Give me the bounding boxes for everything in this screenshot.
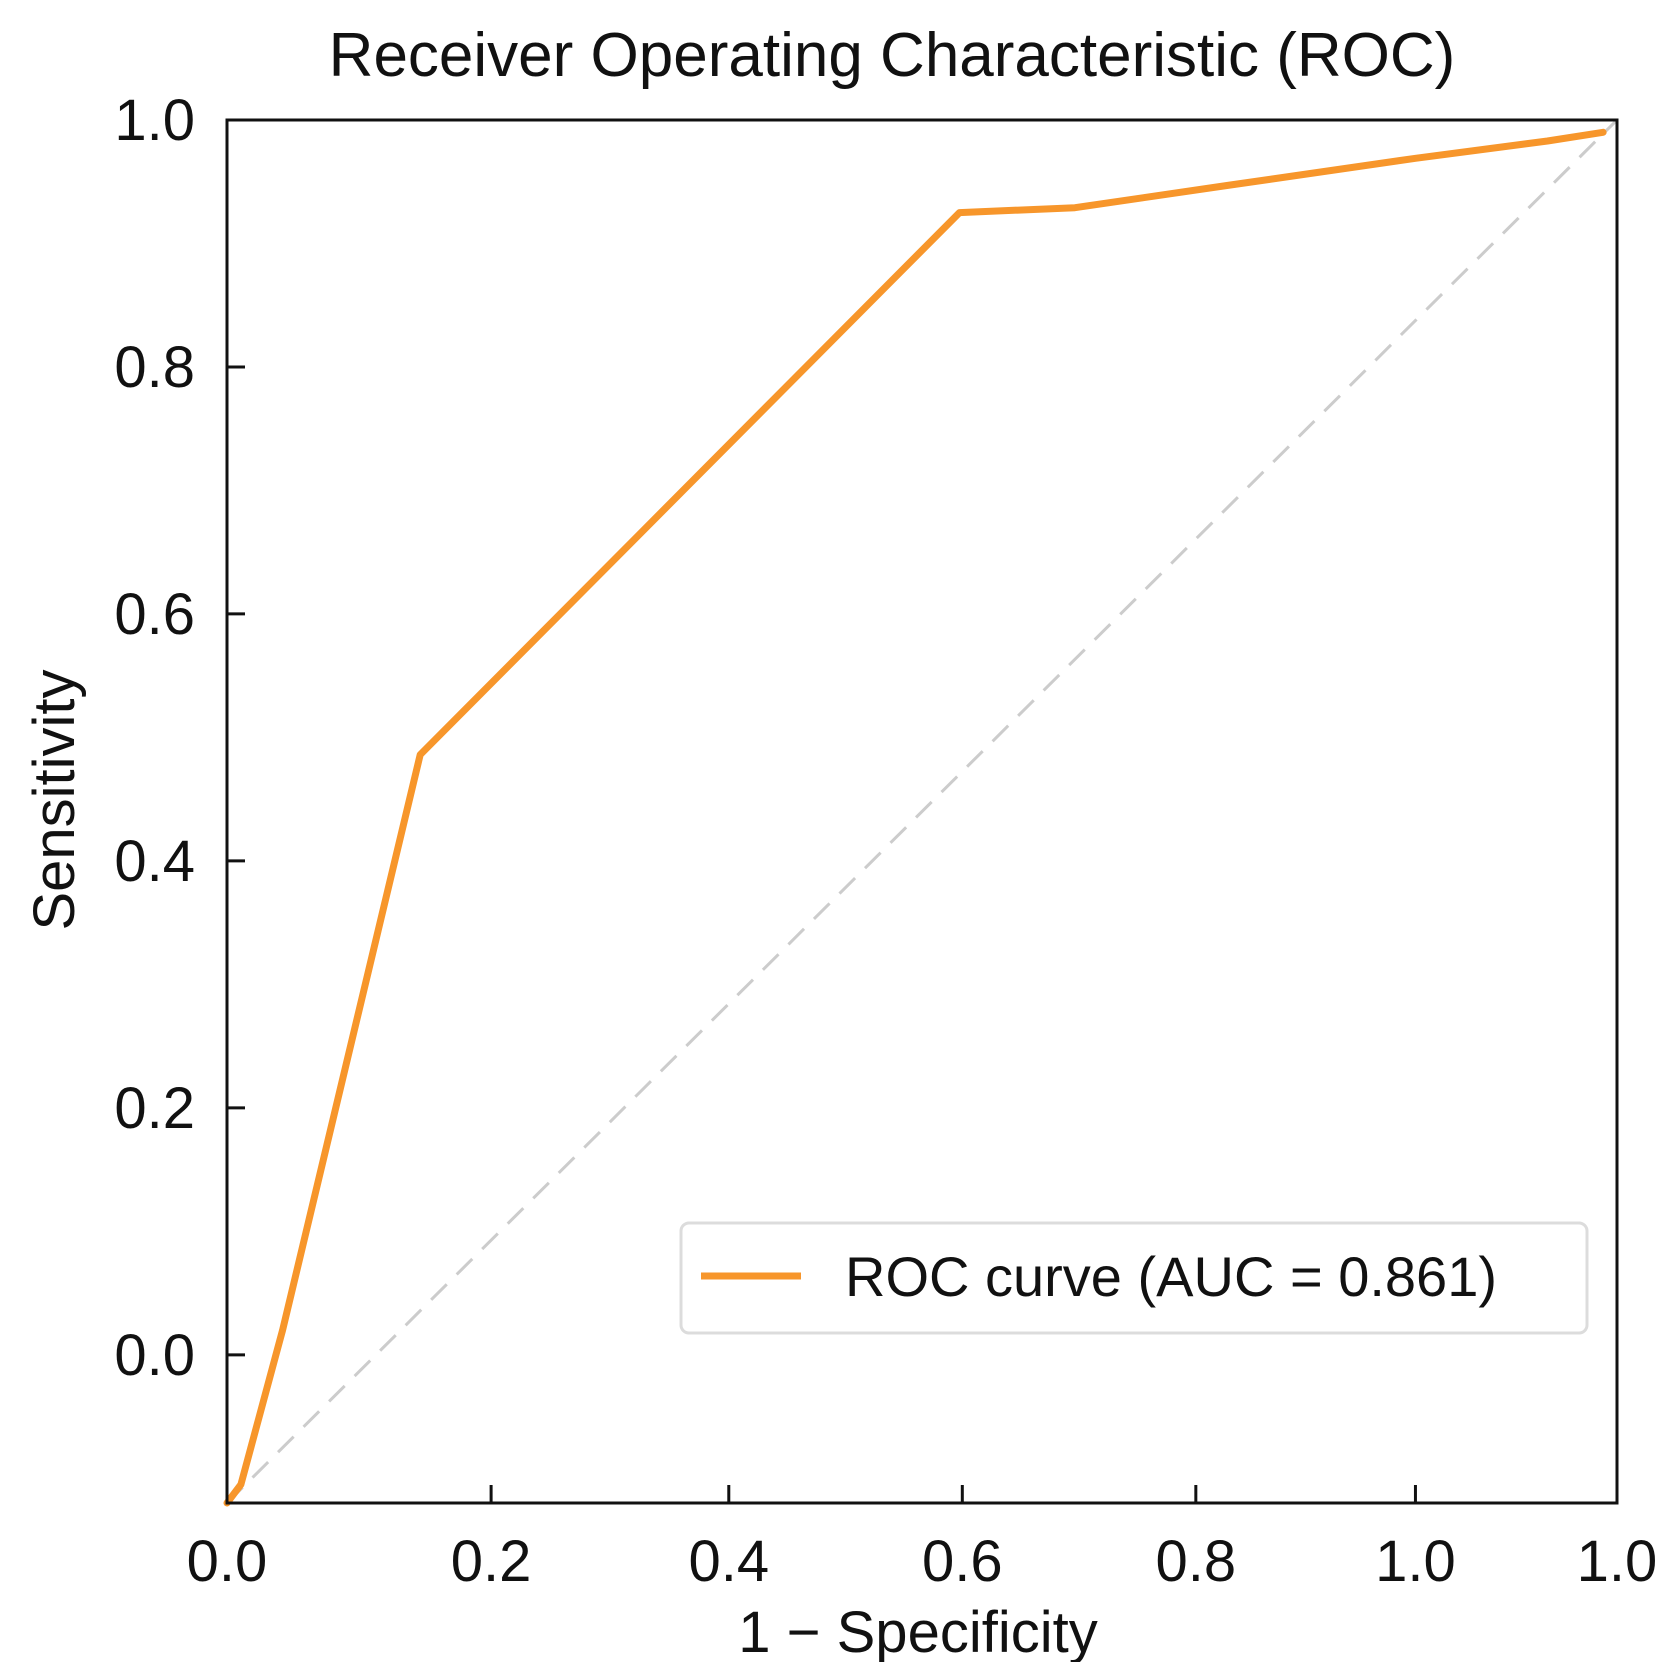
x-tick-label: 1.0 [1375,1529,1456,1594]
legend-box [679,1221,1589,1335]
x-tick-label: 0.0 [187,1529,268,1594]
chance-diagonal-line [225,118,1619,1505]
legend-label: ROC curve (AUC = 0.861) [845,1245,1497,1308]
y-tick-label: 0.4 [114,829,195,894]
x-tick-label: 0.4 [688,1529,769,1594]
axis-ticks: 0.0 0.2 0.4 0.6 0.8 1.0 0.0 0.2 0.4 0.6 0.8 1.0 1.0 [114,88,1657,1594]
x-tick-label: 0.8 [1156,1529,1237,1594]
y-tick-label: 0.0 [114,1323,195,1388]
x-tick-label: 0.6 [922,1529,1003,1594]
y-tick-label: 0.2 [114,1076,195,1141]
x-tick-label: 1.0 [1577,1529,1658,1594]
chart-title: Receiver Operating Characteristic (ROC) [329,21,1456,90]
x-axis-label: 1 − Specificity [738,1600,1097,1662]
legend: ROC curve (AUC = 0.861) [679,1221,1589,1335]
y-tick-label: 1.0 [114,88,195,153]
y-tick-label: 0.8 [114,335,195,400]
y-tick-label: 0.6 [114,582,195,647]
x-tick-label: 0.2 [451,1529,532,1594]
plot-frame [225,118,1619,1505]
roc-curve-line [223,128,1607,1507]
plot-area [223,118,1619,1507]
y-axis-label: Sensitivity [22,669,87,930]
